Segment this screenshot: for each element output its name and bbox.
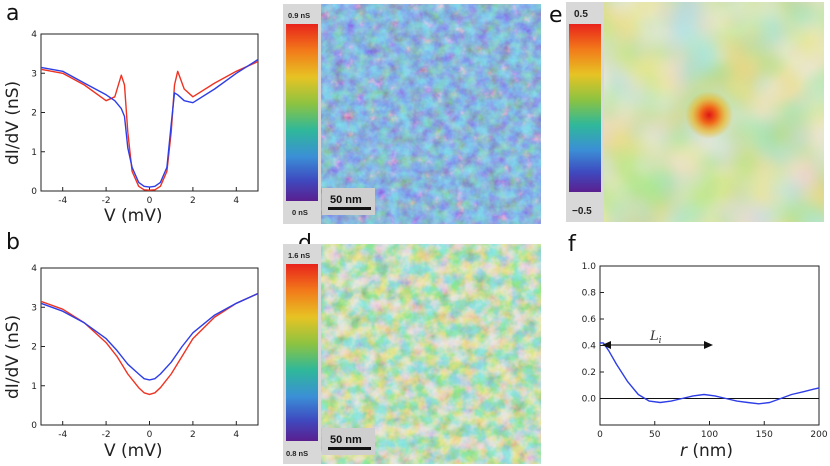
colorbar-min-d: 0.8 nS [286,449,308,458]
colorbar-min-c: 0 nS [292,208,308,217]
series-line-blue [40,58,259,188]
plot-frame-a [40,33,259,192]
series-line-blue [40,292,259,381]
x-tick-label: -2 [102,430,111,440]
x-tick-label: 4 [233,430,239,440]
xlabel-f: r (nm) [680,441,733,461]
colorbar-c [286,24,318,201]
x-tick-label: 100 [701,430,718,440]
panel-label-f: f [568,232,577,257]
x-tick-label: -4 [58,196,67,206]
correlation-length-subscript: i [659,336,662,346]
x-tick-label: 0 [597,430,603,440]
x-tick-label: 150 [756,430,773,440]
colorbar-e [569,24,601,192]
correlation-length-label: Li [649,329,662,346]
colorbar-max-e: 0.5 [574,9,588,20]
xlabel-b: V (mV) [104,441,163,461]
y-tick-label: 0.2 [582,368,596,378]
x-tick-label: -4 [58,430,67,440]
colorbar-max-c: 0.9 nS [288,11,310,20]
arrowhead-right-icon [704,341,713,349]
y-tick-label: 1 [31,382,37,392]
panel-d: d 1.6 nS 0.8 nS 50 nm [283,231,541,464]
series-group-a [40,58,259,191]
xlabel-f-var: r [680,441,688,461]
axis-ticks-f: 0 50 100 150 200 0.0 0.2 0.4 0.6 0.8 1.0 [582,262,828,440]
conductance-map-d [321,244,541,464]
ylabel-a: dI/dV (nS) [3,81,23,165]
xlabel-f-unit: (nm) [687,441,733,461]
series-group-f [600,342,820,405]
y-tick-label: 2 [31,109,37,119]
scale-bar-box-d [322,428,375,455]
panel-label-e: e [549,3,563,28]
y-tick-label: 3 [31,69,37,79]
panel-a: a -4 -2 0 2 4 0 1 2 3 4 V (mV) dI/dV (nS) [3,1,259,226]
y-tick-label: 0.4 [582,342,597,352]
x-tick-label: 2 [190,196,196,206]
y-tick-label: 0 [31,421,37,431]
y-tick-label: 1.0 [582,262,597,272]
y-tick-label: 2 [31,343,37,353]
x-tick-label: 0 [147,430,153,440]
arrowhead-left-icon [602,341,611,349]
panel-c: c 0.9 nS 0 nS 50 nm [283,3,541,224]
xlabel-a: V (mV) [104,206,163,226]
y-tick-label: 3 [31,303,37,313]
correlation-length-symbol: L [649,329,659,344]
axis-ticks-a: -4 -2 0 2 4 0 1 2 3 4 [31,30,239,206]
conductance-map-c [321,4,541,224]
scale-bar-label-d: 50 nm [330,434,362,446]
series-group-b [40,292,259,396]
panel-e: e 0.5 −0.5 [549,2,824,222]
autocorrelation-peak [685,91,733,139]
y-tick-label: 0.8 [582,289,597,299]
scale-bar-box-c [322,188,375,215]
plot-frame-b [40,267,259,426]
ylabel-b: dI/dV (nS) [3,315,23,399]
y-tick-label: 4 [31,264,37,274]
colorbar-max-d: 1.6 nS [288,251,310,260]
panel-label-b: b [6,230,20,255]
axis-ticks-b: -4 -2 0 2 4 0 1 2 3 4 [31,264,239,440]
panel-label-a: a [6,1,19,26]
y-tick-label: 0 [31,187,37,197]
series-line-correlation [600,342,820,405]
y-tick-label: 0.0 [582,395,597,405]
x-tick-label: 200 [810,430,827,440]
x-tick-label: 4 [233,196,239,206]
scale-bar-c [328,207,371,210]
scale-bar-label-c: 50 nm [330,194,362,206]
x-tick-label: 0 [147,196,153,206]
y-tick-label: 0.6 [582,315,597,325]
colorbar-min-e: −0.5 [572,206,592,217]
series-line-red [40,292,259,396]
x-tick-label: -2 [102,196,111,206]
y-tick-label: 1 [31,148,37,158]
panel-b: b -4 -2 0 2 4 0 1 2 3 4 V (mV) dI/dV (nS) [3,230,259,461]
scale-bar-d [328,447,371,450]
x-tick-label: 2 [190,430,196,440]
correlation-length-annotation: Li [602,329,713,349]
colorbar-d [286,264,318,441]
y-tick-label: 4 [31,30,37,40]
x-tick-label: 50 [649,430,661,440]
